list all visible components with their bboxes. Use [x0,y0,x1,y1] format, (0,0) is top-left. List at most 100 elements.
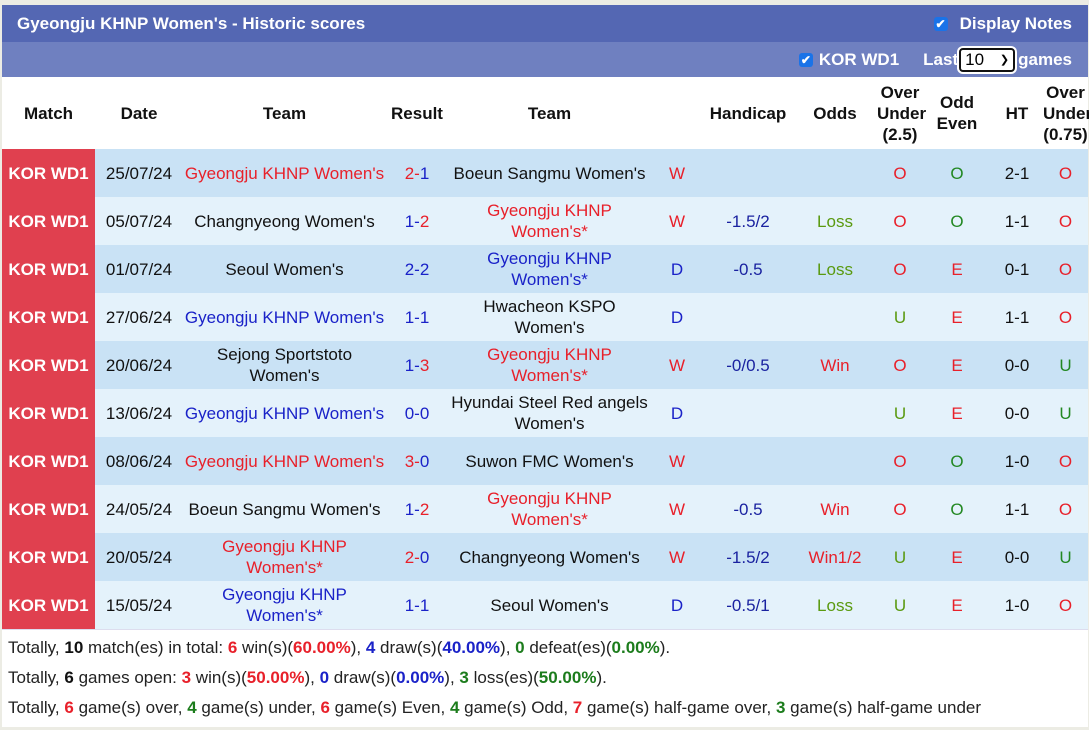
ht-cell: 2-1 [991,149,1043,197]
col-match: Match [2,77,95,149]
away-team-link[interactable]: Gyeongju KHNP Women's* [448,341,651,389]
away-team-link[interactable]: Hyundai Steel Red angels Women's [448,389,651,437]
home-score: 1 [404,307,415,327]
league-cell[interactable]: KOR WD1 [2,581,95,629]
ou075-line3: (0.75) [1043,124,1088,144]
result-cell[interactable]: 1-3 [386,341,448,389]
away-team-link[interactable]: Suwon FMC Women's [448,437,651,485]
home-score: 1 [404,595,415,615]
text: Totally, [8,668,65,687]
result-cell[interactable]: 1-1 [386,293,448,341]
last-label: Last [923,49,959,69]
league-cell[interactable]: KOR WD1 [2,437,95,485]
home-team-link[interactable]: Seoul Women's [183,245,386,293]
games-label: games [1018,49,1072,69]
odd-even-cell: O [923,437,991,485]
handicap-cell [703,437,793,485]
win-pct: 60.00% [293,638,351,657]
text: loss(es)( [468,668,539,687]
league-cell[interactable]: KOR WD1 [2,197,95,245]
away-team-link[interactable]: Boeun Sangmu Women's [448,149,651,197]
handicap-cell [703,293,793,341]
league-cell[interactable]: KOR WD1 [2,533,95,581]
league-cell[interactable]: KOR WD1 [2,245,95,293]
result-cell[interactable]: 2-0 [386,533,448,581]
score-dash: - [414,259,420,279]
open-wins: 3 [181,668,192,687]
historic-scores-panel: Gyeongju KHNP Women's - Historic scores … [2,5,1089,727]
open-draw-pct: 0.00% [396,668,445,687]
home-team-link[interactable]: Gyeongju KHNP Women's [183,149,386,197]
league-filter-toggle[interactable]: ✔ KOR WD1 [798,50,899,70]
col-odd-even: Odd Even [923,77,991,149]
wl-cell: W [651,485,703,533]
result-cell[interactable]: 1-2 [386,485,448,533]
odds-cell [793,149,877,197]
text: ), [444,668,460,687]
odds-cell [793,437,877,485]
checkbox-checked-icon[interactable]: ✔ [798,52,813,67]
ou075-cell: U [1043,389,1088,437]
table-row: KOR WD1 13/06/24 Gyeongju KHNP Women's 0-0 H… [2,389,1088,437]
ou075-line2: Under [1043,103,1089,123]
league-cell[interactable]: KOR WD1 [2,149,95,197]
result-cell[interactable]: 1-1 [386,581,448,629]
away-team-link[interactable]: Changnyeong Women's [448,533,651,581]
away-team-link[interactable]: Seoul Women's [448,581,651,629]
home-score: 1 [404,355,415,375]
summary-line-ou: Totally, 6 game(s) over, 4 game(s) under… [8,693,1088,723]
col-wl [651,77,703,149]
home-score: 1 [404,499,415,519]
home-team-link[interactable]: Gyeongju KHNP Women's [183,293,386,341]
ou075-cell: O [1043,437,1088,485]
result-cell[interactable]: 0-0 [386,389,448,437]
handicap-cell: -1.5/2 [703,533,793,581]
score-dash: - [414,211,420,231]
home-team-link[interactable]: Gyeongju KHNP Women's* [183,533,386,581]
home-team-link[interactable]: Boeun Sangmu Women's [183,485,386,533]
home-team-link[interactable]: Changnyeong Women's [183,197,386,245]
col-result: Result [386,77,448,149]
ou25-cell: O [877,149,923,197]
wl-cell: D [651,581,703,629]
date-cell: 20/05/24 [95,533,183,581]
away-team-link[interactable]: Gyeongju KHNP Women's* [448,245,651,293]
result-cell[interactable]: 2-1 [386,149,448,197]
score-dash: - [414,307,420,327]
ou25-cell: O [877,245,923,293]
result-cell[interactable]: 2-2 [386,245,448,293]
league-cell[interactable]: KOR WD1 [2,341,95,389]
score-dash: - [414,547,420,567]
text: ). [596,668,607,687]
home-team-link[interactable]: Gyeongju KHNP Women's* [183,581,386,629]
ou075-cell: U [1043,533,1088,581]
text: Totally, [8,698,65,717]
home-team-link[interactable]: Sejong Sportstoto Women's [183,341,386,389]
league-cell[interactable]: KOR WD1 [2,293,95,341]
draw-pct: 40.00% [442,638,501,657]
text: game(s) under, [196,698,321,717]
league-cell[interactable]: KOR WD1 [2,389,95,437]
away-score: 1 [419,595,430,615]
home-team-link[interactable]: Gyeongju KHNP Women's [183,437,386,485]
away-team-link[interactable]: Gyeongju KHNP Women's* [448,197,651,245]
last-games-select[interactable]: 10 ❯ [959,47,1016,72]
away-team-link[interactable]: Hwacheon KSPO Women's [448,293,651,341]
col-handicap: Handicap [703,77,793,149]
ou075-cell: U [1043,341,1088,389]
date-cell: 01/07/24 [95,245,183,293]
result-cell[interactable]: 3-0 [386,437,448,485]
result-cell[interactable]: 1-2 [386,197,448,245]
away-score: 0 [419,451,430,471]
display-notes-toggle[interactable]: ✔ Display Notes [933,14,1072,34]
defeats-count: 0 [515,638,525,657]
away-team-link[interactable]: Gyeongju KHNP Women's* [448,485,651,533]
home-score: 2 [404,259,415,279]
text: game(s) over, [73,698,188,717]
league-cell[interactable]: KOR WD1 [2,485,95,533]
wl-cell: W [651,533,703,581]
title-bar: Gyeongju KHNP Women's - Historic scores … [2,5,1088,42]
home-team-link[interactable]: Gyeongju KHNP Women's [183,389,386,437]
checkbox-checked-icon[interactable]: ✔ [933,16,948,31]
open-win-pct: 50.00% [246,668,305,687]
